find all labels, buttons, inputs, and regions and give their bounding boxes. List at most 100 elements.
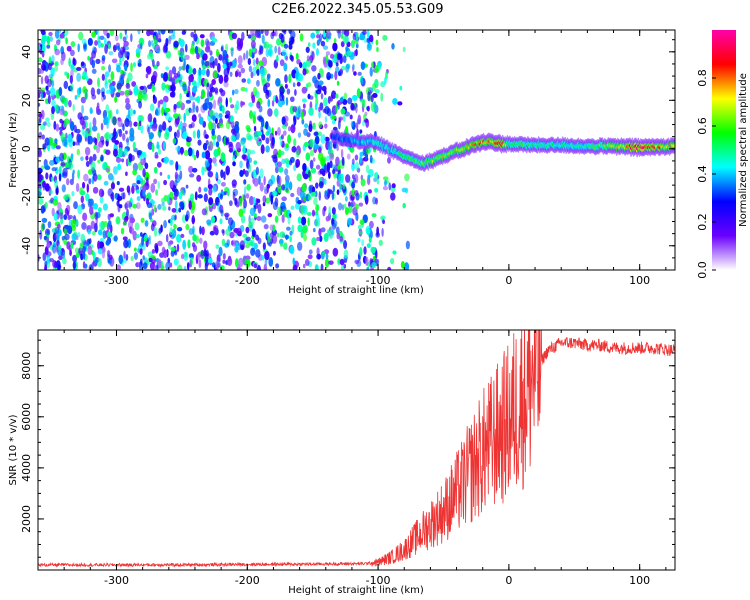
noise-speckle: [115, 216, 121, 225]
noise-speckle: [365, 118, 370, 128]
noise-speckle: [44, 183, 50, 192]
noise-speckle: [331, 115, 337, 120]
noise-speckle: [101, 91, 105, 98]
noise-speckle: [328, 189, 333, 195]
noise-speckle: [279, 140, 283, 146]
noise-speckle: [126, 51, 131, 57]
noise-speckle: [267, 49, 272, 56]
noise-speckle: [218, 122, 224, 129]
noise-speckle: [226, 136, 230, 144]
noise-speckle: [229, 71, 233, 77]
noise-speckle: [367, 189, 372, 194]
noise-speckle: [263, 224, 269, 230]
noise-speckle: [182, 83, 187, 92]
noise-speckle: [78, 134, 83, 143]
noise-speckle: [265, 137, 270, 145]
noise-speckle: [174, 171, 178, 180]
noise-speckle: [350, 121, 354, 127]
noise-speckle: [140, 42, 143, 50]
noise-speckle: [370, 61, 375, 69]
noise-speckle: [148, 257, 153, 263]
noise-speckle: [218, 74, 224, 84]
noise-speckle: [263, 176, 266, 186]
noise-speckle: [125, 200, 132, 208]
noise-speckle: [79, 190, 86, 196]
noise-speckle: [352, 94, 358, 101]
noise-speckle: [238, 197, 243, 207]
snr-y-tick-label: 2000: [20, 505, 33, 533]
noise-speckle: [222, 105, 225, 114]
noise-speckle: [108, 220, 112, 228]
noise-speckle: [318, 131, 322, 137]
noise-speckle: [178, 191, 183, 200]
noise-speckle: [332, 247, 339, 257]
noise-speckle: [82, 130, 89, 138]
noise-speckle: [92, 203, 99, 210]
noise-speckle: [238, 257, 244, 268]
noise-speckle: [70, 41, 76, 48]
noise-speckle: [105, 149, 111, 156]
noise-speckle: [262, 195, 267, 204]
noise-speckle: [114, 95, 118, 103]
noise-speckle: [364, 256, 369, 267]
noise-speckle: [181, 214, 187, 224]
noise-speckle: [302, 162, 307, 172]
noise-speckle: [311, 50, 315, 61]
noise-speckle: [286, 226, 291, 231]
spectrogram-x-tick-label: -100: [366, 274, 391, 287]
noise-speckle: [344, 111, 351, 117]
noise-speckle: [301, 118, 305, 125]
noise-speckle: [216, 262, 221, 268]
noise-speckle: [59, 152, 64, 162]
noise-speckle: [108, 64, 112, 73]
noise-speckle: [80, 233, 86, 243]
spectrogram-x-label: Height of straight line (km): [288, 285, 424, 296]
noise-speckle: [74, 247, 79, 254]
noise-speckle: [38, 93, 41, 99]
noise-speckle: [325, 30, 331, 39]
noise-speckle: [218, 246, 223, 257]
noise-speckle: [341, 204, 345, 211]
noise-speckle: [87, 135, 94, 145]
noise-speckle: [57, 264, 62, 270]
noise-speckle: [262, 242, 266, 250]
noise-speckle: [185, 99, 192, 104]
noise-speckle: [328, 260, 334, 265]
noise-speckle: [115, 109, 119, 115]
noise-speckle: [363, 246, 367, 255]
noise-speckle: [345, 63, 350, 73]
noise-speckle: [380, 92, 384, 102]
noise-speckle: [234, 88, 239, 95]
noise-speckle: [175, 161, 179, 171]
noise-speckle: [39, 229, 43, 240]
noise-speckle: [256, 68, 260, 76]
noise-speckle: [402, 46, 406, 53]
noise-speckle: [354, 189, 359, 197]
noise-speckle: [267, 99, 271, 108]
noise-speckle: [283, 209, 288, 218]
noise-speckle: [338, 173, 344, 184]
noise-speckle: [169, 240, 174, 245]
noise-speckle: [344, 196, 348, 202]
noise-speckle: [244, 170, 249, 178]
noise-speckle: [122, 236, 128, 241]
noise-speckle: [217, 62, 221, 73]
noise-speckle: [355, 122, 359, 130]
noise-speckle: [308, 107, 314, 116]
noise-speckle: [161, 246, 166, 255]
noise-speckle: [318, 110, 321, 119]
noise-speckle: [80, 195, 84, 204]
noise-speckle: [331, 229, 335, 236]
noise-speckle: [67, 133, 73, 143]
noise-speckle: [89, 121, 92, 132]
noise-speckle: [62, 257, 67, 265]
noise-speckle: [209, 83, 214, 93]
noise-speckle: [46, 44, 51, 49]
noise-speckle: [178, 66, 182, 72]
noise-speckle: [168, 69, 173, 78]
noise-speckle: [64, 233, 70, 241]
noise-speckle: [366, 42, 372, 52]
noise-speckle: [192, 67, 197, 75]
noise-speckle: [289, 245, 295, 255]
noise-speckle: [200, 39, 205, 48]
